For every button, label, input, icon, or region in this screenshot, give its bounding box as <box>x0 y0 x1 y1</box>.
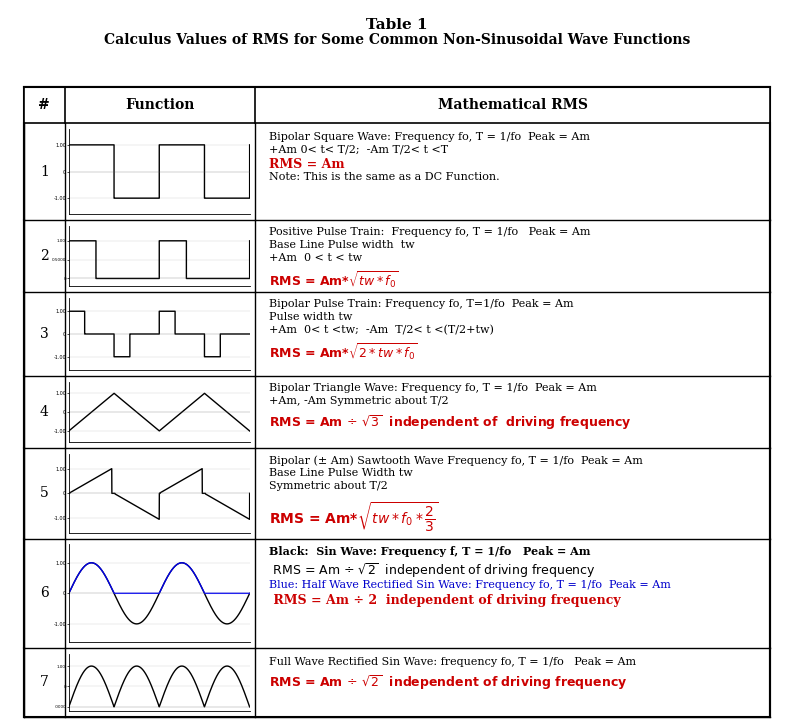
Text: Function: Function <box>125 98 195 112</box>
Text: RMS = Am $\div$ $\sqrt{3}$  independent of  driving frequency: RMS = Am $\div$ $\sqrt{3}$ independent o… <box>269 413 632 432</box>
Text: 2: 2 <box>40 249 48 263</box>
Text: RMS = Am $\div$ $\sqrt{2}$  independent of driving frequency: RMS = Am $\div$ $\sqrt{2}$ independent o… <box>269 562 596 580</box>
Text: RMS = Am*$\sqrt{tw*f_0*\dfrac{2}{3}}$: RMS = Am*$\sqrt{tw*f_0*\dfrac{2}{3}}$ <box>269 501 439 534</box>
Text: RMS = Am*$\sqrt{2*tw*f_0}$: RMS = Am*$\sqrt{2*tw*f_0}$ <box>269 342 418 363</box>
Text: Table 1: Table 1 <box>366 18 428 32</box>
Text: Symmetric about T/2: Symmetric about T/2 <box>269 481 388 492</box>
Text: Base Line Pulse Width tw: Base Line Pulse Width tw <box>269 468 413 479</box>
Bar <box>24 87 770 123</box>
Text: +Am, -Am Symmetric about T/2: +Am, -Am Symmetric about T/2 <box>269 397 449 406</box>
Text: Mathematical RMS: Mathematical RMS <box>437 98 588 112</box>
Text: Bipolar Square Wave: Frequency fo, T = 1/fo  Peak = Am: Bipolar Square Wave: Frequency fo, T = 1… <box>269 132 591 142</box>
Text: Note: This is the same as a DC Function.: Note: This is the same as a DC Function. <box>269 172 500 182</box>
Text: Base Line Pulse width  tw: Base Line Pulse width tw <box>269 240 415 251</box>
Text: 6: 6 <box>40 586 48 600</box>
Text: +Am  0 < t < tw: +Am 0 < t < tw <box>269 253 363 264</box>
Text: RMS = Am ÷ 2  independent of driving frequency: RMS = Am ÷ 2 independent of driving freq… <box>269 594 621 607</box>
Text: 1: 1 <box>40 164 48 179</box>
Text: RMS = Am: RMS = Am <box>269 158 345 171</box>
Text: RMS = Am $\div$ $\sqrt{2}$  independent of driving frequency: RMS = Am $\div$ $\sqrt{2}$ independent o… <box>269 673 628 692</box>
Text: 3: 3 <box>40 327 48 341</box>
Text: Bipolar Pulse Train: Frequency fo, T=1/fo  Peak = Am: Bipolar Pulse Train: Frequency fo, T=1/f… <box>269 299 574 309</box>
Text: 4: 4 <box>40 405 48 419</box>
Text: Pulse width tw: Pulse width tw <box>269 312 353 322</box>
Text: Bipolar (± Am) Sawtooth Wave Frequency fo, T = 1/fo  Peak = Am: Bipolar (± Am) Sawtooth Wave Frequency f… <box>269 455 643 466</box>
Text: #: # <box>38 98 50 112</box>
Text: +Am  0< t <tw;  -Am  T/2< t <(T/2+tw): +Am 0< t <tw; -Am T/2< t <(T/2+tw) <box>269 325 495 335</box>
Text: Bipolar Triangle Wave: Frequency fo, T = 1/fo  Peak = Am: Bipolar Triangle Wave: Frequency fo, T =… <box>269 384 597 393</box>
Text: Blue: Half Wave Rectified Sin Wave: Frequency fo, T = 1/fo  Peak = Am: Blue: Half Wave Rectified Sin Wave: Freq… <box>269 580 672 590</box>
Text: Positive Pulse Train:  Frequency fo, T = 1/fo   Peak = Am: Positive Pulse Train: Frequency fo, T = … <box>269 227 591 237</box>
Text: 7: 7 <box>40 675 48 689</box>
Text: +Am 0< t< T/2;  -Am T/2< t <T: +Am 0< t< T/2; -Am T/2< t <T <box>269 145 449 155</box>
Text: Black:  Sin Wave: Frequency f, T = 1/fo   Peak = Am: Black: Sin Wave: Frequency f, T = 1/fo P… <box>269 546 591 557</box>
Text: RMS = Am*$\sqrt{tw*f_0}$: RMS = Am*$\sqrt{tw*f_0}$ <box>269 270 399 291</box>
Text: Full Wave Rectified Sin Wave: frequency fo, T = 1/fo   Peak = Am: Full Wave Rectified Sin Wave: frequency … <box>269 657 637 667</box>
Bar <box>24 87 770 717</box>
Text: 5: 5 <box>40 487 48 500</box>
Text: Calculus Values of RMS for Some Common Non-Sinusoidal Wave Functions: Calculus Values of RMS for Some Common N… <box>104 33 690 46</box>
